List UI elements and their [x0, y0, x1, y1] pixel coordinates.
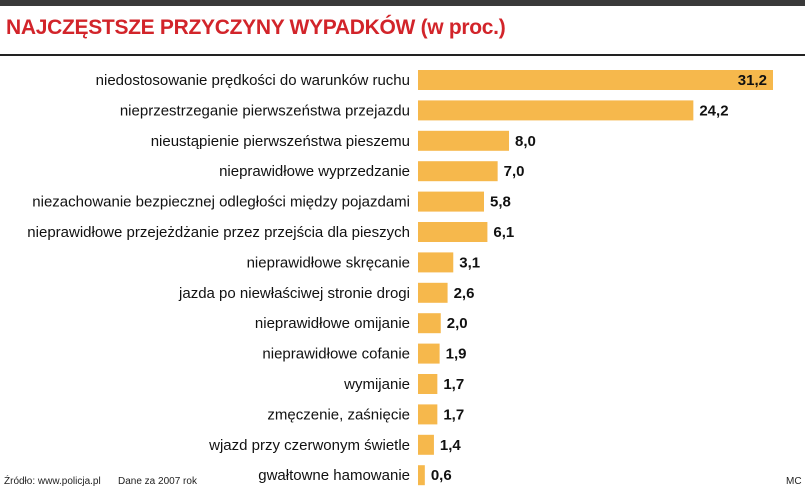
value-label-5: 5,8	[490, 194, 511, 211]
category-label-2: nieprzestrzeganie pierwszeństwa przejazd…	[120, 102, 410, 119]
bar-7	[418, 252, 454, 273]
author-credit: MC	[786, 476, 802, 487]
value-label-2: 24,2	[699, 102, 728, 119]
bar-2	[418, 100, 694, 121]
bar-1	[418, 70, 773, 90]
value-label-14: 0,6	[431, 467, 452, 484]
value-label-11: 1,7	[443, 376, 464, 393]
bar-12	[418, 404, 438, 425]
value-label-12: 1,7	[443, 406, 464, 423]
category-label-12: zmęczenie, zaśnięcie	[267, 406, 410, 423]
value-label-4: 7,0	[504, 163, 525, 180]
category-label-3: nieustąpienie pierwszeństwa pieszemu	[151, 133, 410, 150]
bar-10	[418, 343, 440, 364]
category-label-6: nieprawidłowe przejeżdżanie przez przejś…	[27, 224, 410, 241]
bar-14	[418, 465, 425, 486]
source-note: Źródło: www.policja.pl	[4, 476, 101, 487]
category-label-9: nieprawidłowe omijanie	[255, 315, 410, 332]
category-label-1: niedostosowanie prędkości do warunków ru…	[96, 72, 410, 89]
bar-11	[418, 374, 438, 394]
category-label-13: wjazd przy czerwonym świetle	[208, 437, 410, 454]
data-year-note: Dane za 2007 rok	[118, 476, 197, 487]
category-label-4: nieprawidłowe wyprzedzanie	[219, 163, 410, 180]
category-label-7: nieprawidłowe skręcanie	[247, 254, 410, 271]
bar-13	[418, 434, 434, 455]
category-label-11: wymijanie	[343, 376, 410, 393]
category-label-10: nieprawidłowe cofanie	[262, 346, 410, 363]
bar-3	[418, 130, 510, 151]
value-label-8: 2,6	[454, 285, 475, 302]
bar-5	[418, 191, 484, 212]
value-label-9: 2,0	[447, 315, 468, 332]
value-label-1: 31,2	[738, 72, 767, 89]
value-label-6: 6,1	[493, 224, 514, 241]
top-border	[0, 0, 805, 6]
bar-6	[418, 222, 488, 242]
title-divider	[0, 54, 805, 56]
value-label-7: 3,1	[459, 254, 480, 271]
value-label-3: 8,0	[515, 133, 536, 150]
category-label-8: jazda po niewłaściwej stronie drogi	[178, 285, 410, 302]
bar-4	[418, 161, 498, 182]
value-label-10: 1,9	[446, 346, 467, 363]
category-label-5: niezachowanie bezpiecznej odległości mię…	[32, 194, 410, 211]
bar-9	[418, 313, 441, 334]
bar-8	[418, 282, 448, 303]
category-label-14: gwałtowne hamowanie	[258, 467, 410, 484]
value-label-13: 1,4	[440, 437, 462, 454]
chart-title: NAJCZĘSTSZE PRZYCZYNY WYPADKÓW (w proc.)	[6, 16, 506, 39]
